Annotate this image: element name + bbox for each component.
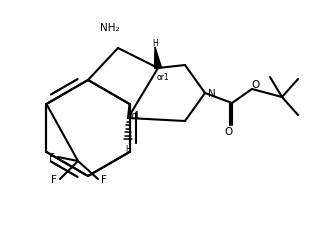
Text: or1: or1 <box>128 111 140 120</box>
Text: O: O <box>224 126 232 136</box>
Text: F: F <box>49 152 55 162</box>
Polygon shape <box>155 48 161 69</box>
Text: N: N <box>208 89 216 99</box>
Text: O: O <box>251 80 259 90</box>
Text: H: H <box>152 38 158 47</box>
Text: F: F <box>51 174 57 184</box>
Text: or1: or1 <box>157 73 169 82</box>
Text: NH₂: NH₂ <box>100 23 120 33</box>
Text: H: H <box>125 144 131 153</box>
Text: F: F <box>101 174 107 184</box>
